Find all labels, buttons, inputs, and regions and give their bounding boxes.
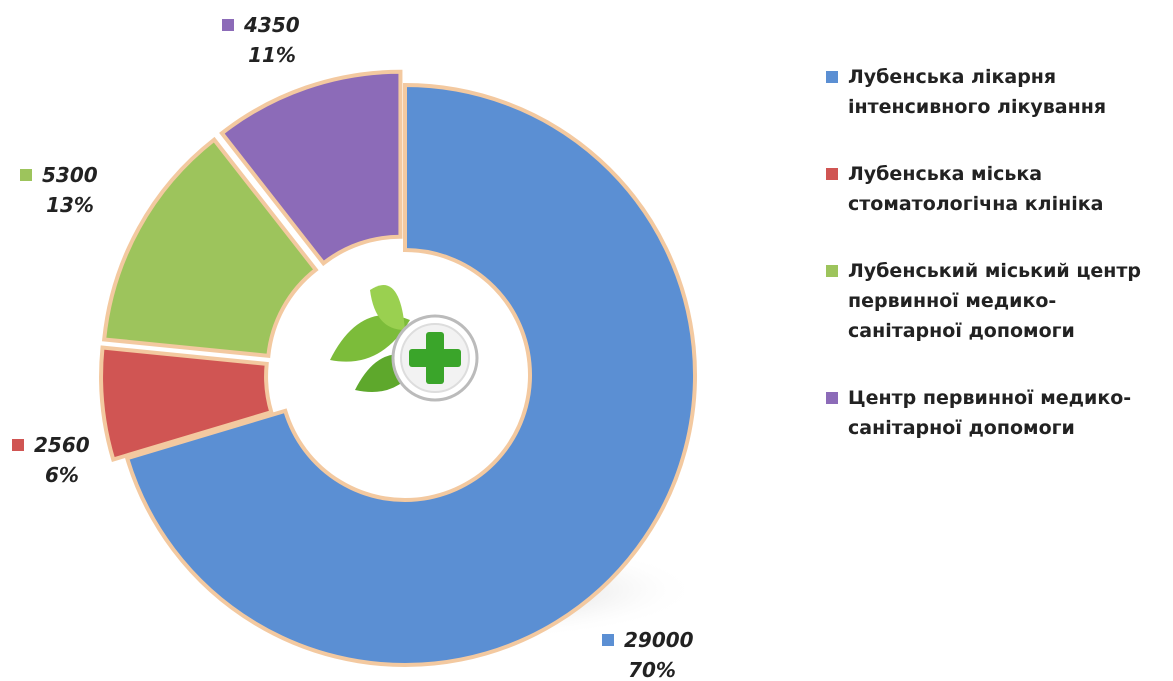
value-label: 2560 xyxy=(34,433,90,457)
value-label: 4350 xyxy=(243,13,300,37)
legend-label: Центр первинної медико-санітарної допомо… xyxy=(848,387,1132,439)
label-swatch xyxy=(222,19,234,31)
legend-swatch xyxy=(826,392,838,404)
legend-swatch xyxy=(826,71,838,83)
percent-label: 70% xyxy=(628,658,676,681)
percent-label: 11% xyxy=(248,43,296,67)
slices xyxy=(99,69,697,667)
percent-label: 6% xyxy=(45,463,79,487)
value-label: 29000 xyxy=(624,628,694,652)
label-swatch xyxy=(20,169,32,181)
data-labels: 29000 70% 2560 6% 5300 13% 4350 11% xyxy=(12,13,694,681)
legend-swatch xyxy=(826,168,838,180)
slice xyxy=(101,136,319,359)
legend-item: Лубенський міський центр первинної медик… xyxy=(822,256,1167,346)
label-swatch xyxy=(602,634,614,646)
legend-label: Лубенська лікарня інтенсивного лікування xyxy=(848,66,1107,118)
value-label: 5300 xyxy=(42,163,98,187)
slice xyxy=(219,69,403,267)
legend-label: Лубенський міський центр первинної медик… xyxy=(848,260,1142,342)
slice xyxy=(99,345,274,462)
label-swatch xyxy=(12,439,24,451)
legend-item: Лубенська міська стоматологічна клініка xyxy=(822,159,1167,219)
legend: Лубенська лікарня інтенсивного лікування… xyxy=(822,62,1167,480)
legend-item: Центр первинної медико-санітарної допомо… xyxy=(822,383,1167,443)
percent-label: 13% xyxy=(46,193,94,217)
legend-label: Лубенська міська стоматологічна клініка xyxy=(848,163,1104,215)
legend-swatch xyxy=(826,265,838,277)
center-icon xyxy=(330,285,479,402)
slice xyxy=(124,82,697,667)
chart: 29000 70% 2560 6% 5300 13% 4350 11% xyxy=(12,13,700,681)
legend-item: Лубенська лікарня інтенсивного лікування xyxy=(822,62,1167,122)
